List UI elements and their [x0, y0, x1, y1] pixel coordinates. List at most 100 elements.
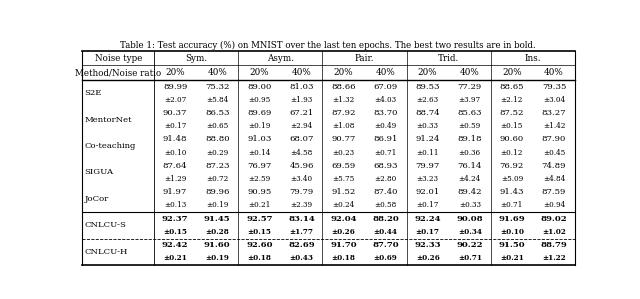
Text: ±2.63: ±2.63 [417, 96, 439, 104]
Text: 75.32: 75.32 [205, 83, 229, 91]
Text: ±3.04: ±3.04 [543, 96, 565, 104]
Text: 87.90: 87.90 [542, 135, 566, 144]
Text: 82.69: 82.69 [288, 241, 315, 249]
Text: 92.33: 92.33 [415, 241, 441, 249]
Text: 92.37: 92.37 [162, 215, 188, 223]
Text: ±4.84: ±4.84 [543, 175, 565, 183]
Text: Sym.: Sym. [185, 54, 207, 62]
Text: 91.43: 91.43 [500, 188, 524, 196]
Text: 90.08: 90.08 [456, 215, 483, 223]
Text: 40%: 40% [291, 68, 311, 77]
Text: 91.48: 91.48 [163, 135, 188, 144]
Text: S2E: S2E [84, 89, 102, 97]
Text: ±1.42: ±1.42 [543, 122, 565, 130]
Text: ±0.58: ±0.58 [374, 202, 397, 210]
Text: 90.22: 90.22 [456, 241, 483, 249]
Text: 89.53: 89.53 [415, 83, 440, 91]
Text: 90.37: 90.37 [163, 109, 188, 117]
Text: ±0.43: ±0.43 [289, 254, 314, 262]
Text: 87.64: 87.64 [163, 162, 188, 170]
Text: ±4.03: ±4.03 [374, 96, 397, 104]
Text: ±2.94: ±2.94 [291, 122, 312, 130]
Text: ±1.08: ±1.08 [332, 122, 355, 130]
Text: 92.01: 92.01 [415, 188, 440, 196]
Text: 67.09: 67.09 [374, 83, 397, 91]
Text: 79.35: 79.35 [542, 83, 566, 91]
Text: ±0.45: ±0.45 [543, 149, 565, 157]
Text: 40%: 40% [460, 68, 479, 77]
Text: ±1.02: ±1.02 [542, 228, 566, 236]
Text: JoCor: JoCor [84, 195, 109, 203]
Text: ±0.33: ±0.33 [417, 122, 438, 130]
Text: 69.59: 69.59 [332, 162, 356, 170]
Text: 76.92: 76.92 [500, 162, 524, 170]
Text: Table 1: Test accuracy (%) on MNIST over the last ten epochs. The best two resul: Table 1: Test accuracy (%) on MNIST over… [120, 41, 536, 50]
Text: 83.70: 83.70 [373, 109, 398, 117]
Text: 83.27: 83.27 [541, 109, 566, 117]
Text: 91.45: 91.45 [204, 215, 230, 223]
Text: ±0.14: ±0.14 [248, 149, 271, 157]
Text: ±0.49: ±0.49 [374, 122, 397, 130]
Text: 92.42: 92.42 [162, 241, 188, 249]
Text: ±0.71: ±0.71 [500, 202, 523, 210]
Text: ±0.65: ±0.65 [206, 122, 228, 130]
Text: 89.99: 89.99 [163, 83, 188, 91]
Text: ±0.24: ±0.24 [332, 202, 355, 210]
Text: ±2.39: ±2.39 [291, 202, 312, 210]
Text: ±0.17: ±0.17 [417, 202, 439, 210]
Text: 89.96: 89.96 [205, 188, 229, 196]
Text: 91.03: 91.03 [247, 135, 271, 144]
Text: ±0.29: ±0.29 [206, 149, 228, 157]
Text: ±1.29: ±1.29 [164, 175, 186, 183]
Text: ±0.95: ±0.95 [248, 96, 271, 104]
Text: 88.79: 88.79 [541, 241, 567, 249]
Text: ±0.34: ±0.34 [458, 228, 482, 236]
Text: ±0.18: ±0.18 [332, 254, 355, 262]
Text: ±3.97: ±3.97 [459, 96, 481, 104]
Text: 91.60: 91.60 [204, 241, 230, 249]
Text: ±0.15: ±0.15 [247, 228, 271, 236]
Text: ±0.12: ±0.12 [500, 149, 523, 157]
Text: 91.70: 91.70 [330, 241, 356, 249]
Text: 40%: 40% [207, 68, 227, 77]
Text: 87.23: 87.23 [205, 162, 229, 170]
Text: ±2.59: ±2.59 [248, 175, 271, 183]
Text: Ins.: Ins. [525, 54, 541, 62]
Text: ±0.19: ±0.19 [248, 122, 271, 130]
Text: 90.95: 90.95 [247, 188, 271, 196]
Text: 20%: 20% [165, 68, 185, 77]
Text: ±0.26: ±0.26 [416, 254, 440, 262]
Text: Trid.: Trid. [438, 54, 460, 62]
Text: 76.14: 76.14 [458, 162, 482, 170]
Text: MentorNet: MentorNet [84, 116, 132, 123]
Text: 40%: 40% [544, 68, 564, 77]
Text: ±0.94: ±0.94 [543, 202, 565, 210]
Text: ±0.23: ±0.23 [332, 149, 355, 157]
Text: 85.63: 85.63 [458, 109, 482, 117]
Text: 91.69: 91.69 [499, 215, 525, 223]
Text: 74.89: 74.89 [541, 162, 566, 170]
Text: 76.97: 76.97 [247, 162, 271, 170]
Text: ±3.40: ±3.40 [291, 175, 312, 183]
Text: 87.70: 87.70 [372, 241, 399, 249]
Text: 45.96: 45.96 [289, 162, 314, 170]
Text: ±0.10: ±0.10 [164, 149, 186, 157]
Text: 90.60: 90.60 [500, 135, 524, 144]
Text: 92.24: 92.24 [415, 215, 441, 223]
Text: ±2.07: ±2.07 [164, 96, 186, 104]
Text: Asym.: Asym. [267, 54, 294, 62]
Text: 68.93: 68.93 [373, 162, 398, 170]
Text: ±0.33: ±0.33 [459, 202, 481, 210]
Text: ±1.93: ±1.93 [291, 96, 312, 104]
Text: 20%: 20% [250, 68, 269, 77]
Text: Noise type: Noise type [95, 54, 142, 62]
Text: 83.14: 83.14 [288, 215, 315, 223]
Text: CNLCU-H: CNLCU-H [84, 248, 128, 256]
Text: ±0.21: ±0.21 [500, 254, 524, 262]
Text: ±3.23: ±3.23 [417, 175, 438, 183]
Text: 91.24: 91.24 [415, 135, 440, 144]
Text: SIGUA: SIGUA [84, 168, 113, 176]
Text: ±0.18: ±0.18 [247, 254, 271, 262]
Text: ±0.44: ±0.44 [374, 228, 397, 236]
Text: ±0.17: ±0.17 [415, 228, 440, 236]
